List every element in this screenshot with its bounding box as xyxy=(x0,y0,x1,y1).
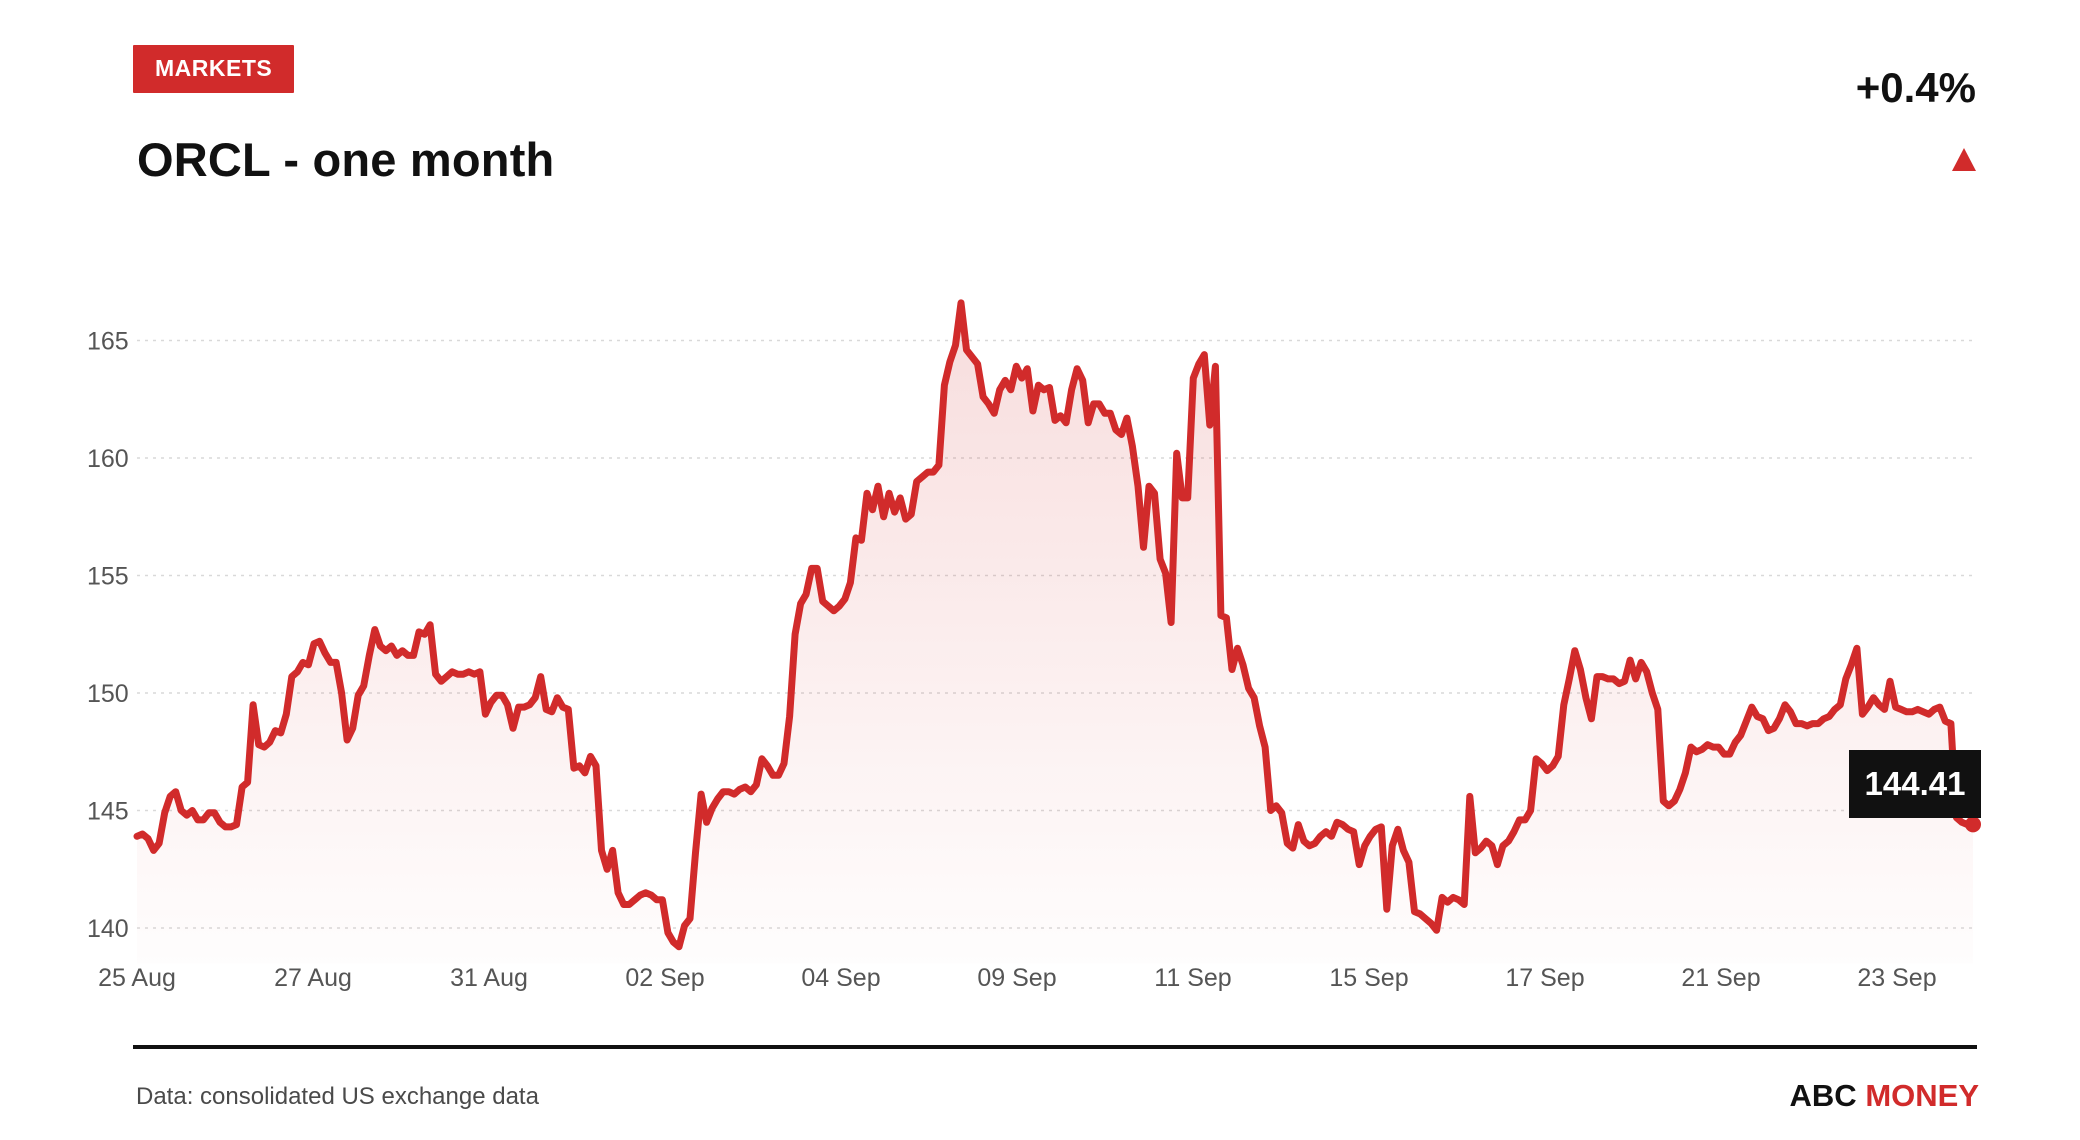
x-tick-label: 15 Sep xyxy=(1329,964,1408,992)
x-tick-label: 09 Sep xyxy=(977,964,1056,992)
data-source: Data: consolidated US exchange data xyxy=(136,1083,539,1110)
x-tick-label: 25 Aug xyxy=(98,964,176,992)
brand-logo: ABC MONEY xyxy=(1790,1078,1979,1114)
y-tick-label: 150 xyxy=(87,680,129,708)
markets-badge: MARKETS xyxy=(133,45,295,93)
x-tick-label: 21 Sep xyxy=(1681,964,1760,992)
triangle-up-icon xyxy=(1952,148,1976,171)
last-price-label-box xyxy=(1849,750,1981,818)
brand-name-part1: ABC xyxy=(1789,1078,1857,1113)
x-tick-label: 23 Sep xyxy=(1857,964,1936,992)
x-tick-label: 17 Sep xyxy=(1505,964,1584,992)
y-axis-ticks: 140 145 150 155 160 165 xyxy=(87,328,129,944)
y-tick-label: 155 xyxy=(87,563,129,591)
last-price-label: 144.41 xyxy=(1849,750,1981,818)
last-price-value: 144.41 xyxy=(1865,765,1966,802)
x-tick-label: 11 Sep xyxy=(1154,964,1231,992)
price-line xyxy=(133,299,1977,951)
y-tick-label: 145 xyxy=(87,798,129,826)
percent-change: +0.4% xyxy=(1855,64,1976,111)
last-price-dot xyxy=(1965,816,1981,833)
brand-name-part2: MONEY xyxy=(1865,1078,1979,1113)
y-tick-label: 140 xyxy=(87,915,129,943)
footer-divider xyxy=(133,1045,1977,1049)
x-tick-label: 02 Sep xyxy=(625,964,704,992)
y-tick-label: 165 xyxy=(87,328,129,356)
x-tick-label: 04 Sep xyxy=(801,964,880,992)
x-axis-ticks: 25 Aug 27 Aug 31 Aug 02 Sep 04 Sep 09 Sep 11 S… xyxy=(98,964,1937,992)
chart-title: ORCL - one month xyxy=(137,133,555,186)
x-tick-label: 31 Aug xyxy=(450,964,528,992)
x-tick-label: 27 Aug xyxy=(274,964,352,992)
y-tick-label: 160 xyxy=(87,445,129,473)
